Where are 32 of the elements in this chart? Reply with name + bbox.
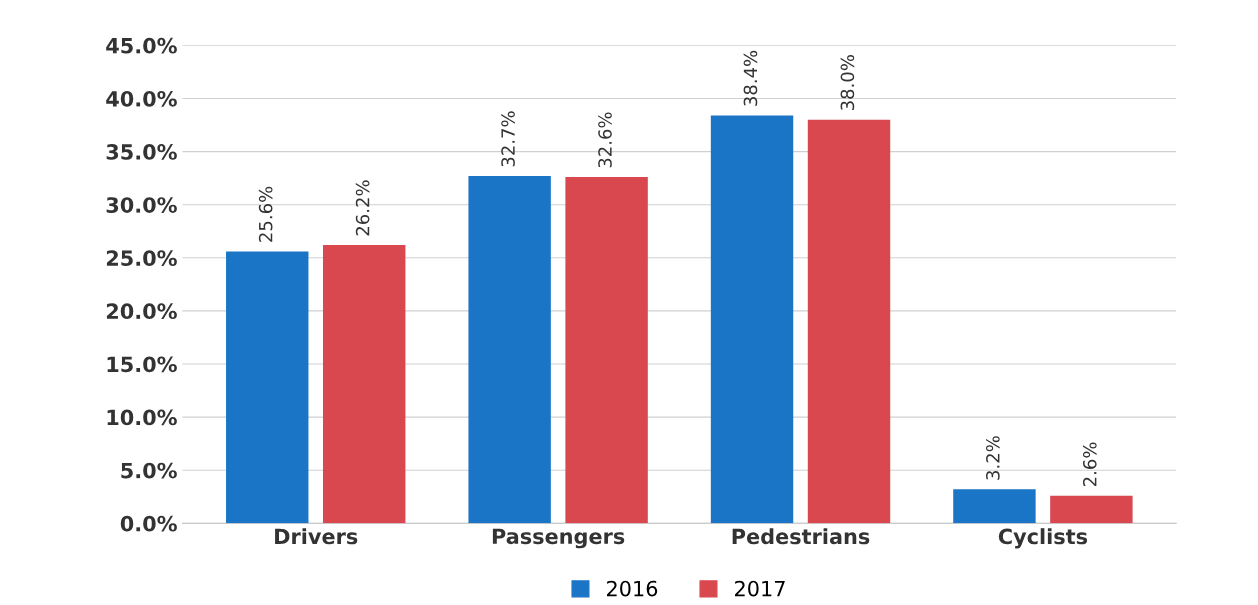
data-label: 2.6% [1082,442,1097,487]
y-tick-label: 25.0% [106,250,177,267]
x-tick-label: Drivers [275,528,358,545]
bar [468,176,551,524]
y-tick-label: 35.0% [106,144,177,160]
x-tick-label: Pedestrians [732,528,870,545]
legend-label: 2017 [735,580,785,597]
y-tick-label: 5.0% [121,462,177,479]
data-label: 32.7% [501,111,515,167]
bar [710,115,794,524]
bar [807,119,891,524]
bar [226,251,309,524]
legend-label: 2016 [606,580,658,597]
x-tick-label: Cyclists [998,528,1088,549]
data-label: 3.2% [986,436,1000,480]
data-label: 25.6% [258,186,273,242]
y-tick-label: 45.0% [106,37,177,54]
data-label: 32.6% [598,112,612,168]
y-tick-label: 10.0% [107,409,177,426]
data-label: 38.4% [743,50,758,106]
y-tick-label: 40.0% [106,90,177,107]
bar [565,177,648,524]
data-label: 38.0% [840,55,855,111]
y-tick-label: 30.0% [106,197,177,213]
y-tick-label: 15.0% [107,356,177,373]
bar [953,489,1036,524]
bar [1050,495,1133,524]
y-tick-label: 20.0% [106,303,177,320]
bar [323,245,406,524]
data-label: 26.2% [355,180,370,236]
x-tick-label: Passengers [492,528,625,549]
y-tick-label: 0.0% [120,515,177,532]
